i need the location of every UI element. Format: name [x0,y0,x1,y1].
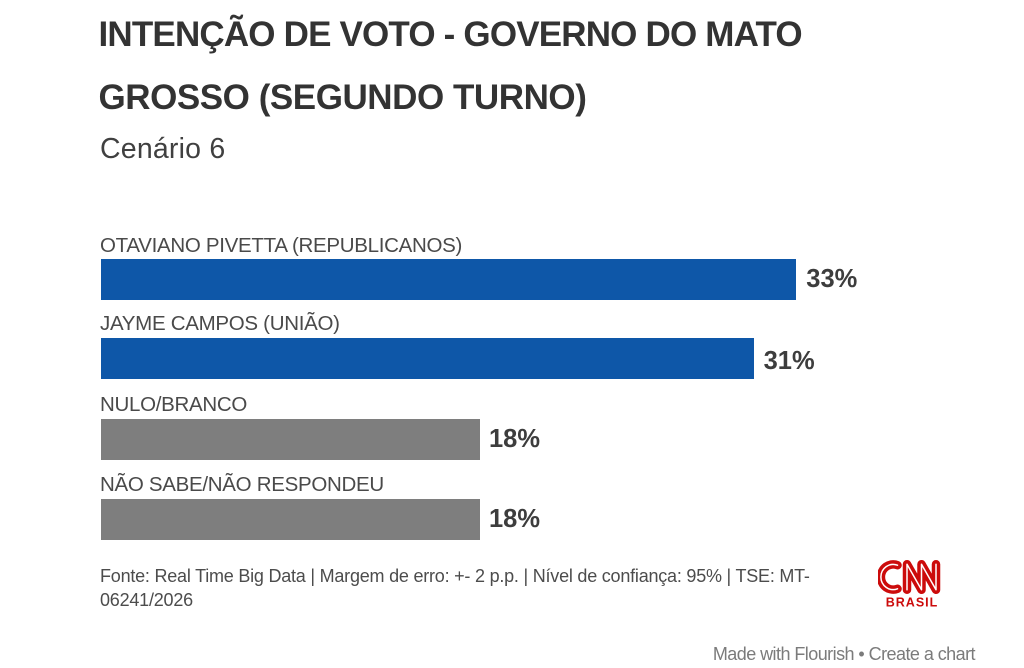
svg-text:BRASIL: BRASIL [886,596,939,610]
